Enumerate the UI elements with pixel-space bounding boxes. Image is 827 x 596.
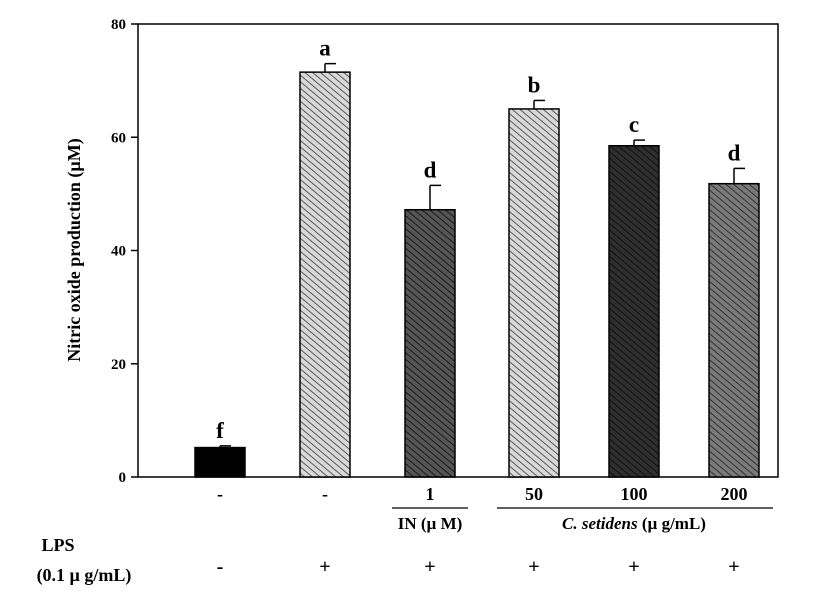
y-tick-label: 80: [111, 17, 126, 33]
lps-sign: +: [528, 556, 539, 578]
y-tick-label: 0: [119, 470, 127, 486]
x-category-label: 50: [525, 484, 543, 504]
group-csetidens-label-unit: (µ g/mL): [638, 514, 706, 533]
significance-letter: d: [728, 140, 741, 165]
significance-letter: f: [216, 418, 224, 443]
group-in: IN (µ M): [392, 507, 468, 533]
plot-frame: [137, 23, 779, 478]
lps-signs: - + + + + +: [217, 556, 740, 578]
bar: [194, 446, 246, 478]
bar: [404, 208, 456, 478]
x-category-labels: - - 1 50 100 200: [217, 484, 748, 504]
lps-label: LPS: [41, 535, 74, 555]
bar: [708, 182, 760, 478]
significance-letter: c: [629, 112, 639, 137]
x-category-label: -: [217, 484, 223, 504]
y-axis-label: Nitric oxide production (µM): [64, 138, 85, 362]
y-axis-ticks: 0 20 40 60 80: [111, 17, 138, 486]
bars: f a d b c d: [194, 36, 760, 478]
lps-sign: +: [628, 556, 639, 578]
group-in-label: IN (µ M): [398, 514, 463, 533]
lps-sign: +: [424, 556, 435, 578]
x-category-label: -: [322, 484, 328, 504]
y-tick-label: 20: [111, 357, 126, 373]
y-tick-label: 40: [111, 244, 126, 260]
significance-letter: b: [528, 72, 541, 97]
significance-letter: a: [319, 36, 331, 61]
group-csetidens-label: C. setidens (µ g/mL): [562, 514, 706, 533]
y-tick-label: 60: [111, 130, 126, 146]
group-csetidens-label-italic: C. setidens: [562, 514, 638, 533]
lps-sign: +: [319, 556, 330, 578]
bar: [299, 71, 351, 478]
x-category-label: 1: [426, 484, 435, 504]
bar: [608, 144, 660, 478]
x-category-label: 200: [721, 484, 748, 504]
lps-sign: +: [728, 556, 739, 578]
group-csetidens: C. setidens (µ g/mL): [497, 507, 773, 533]
lps-sign: -: [217, 556, 224, 578]
lps-dose-label: (0.1 µ g/mL): [37, 565, 132, 586]
x-category-label: 100: [621, 484, 648, 504]
significance-letter: d: [424, 157, 437, 182]
bar: [508, 108, 560, 478]
